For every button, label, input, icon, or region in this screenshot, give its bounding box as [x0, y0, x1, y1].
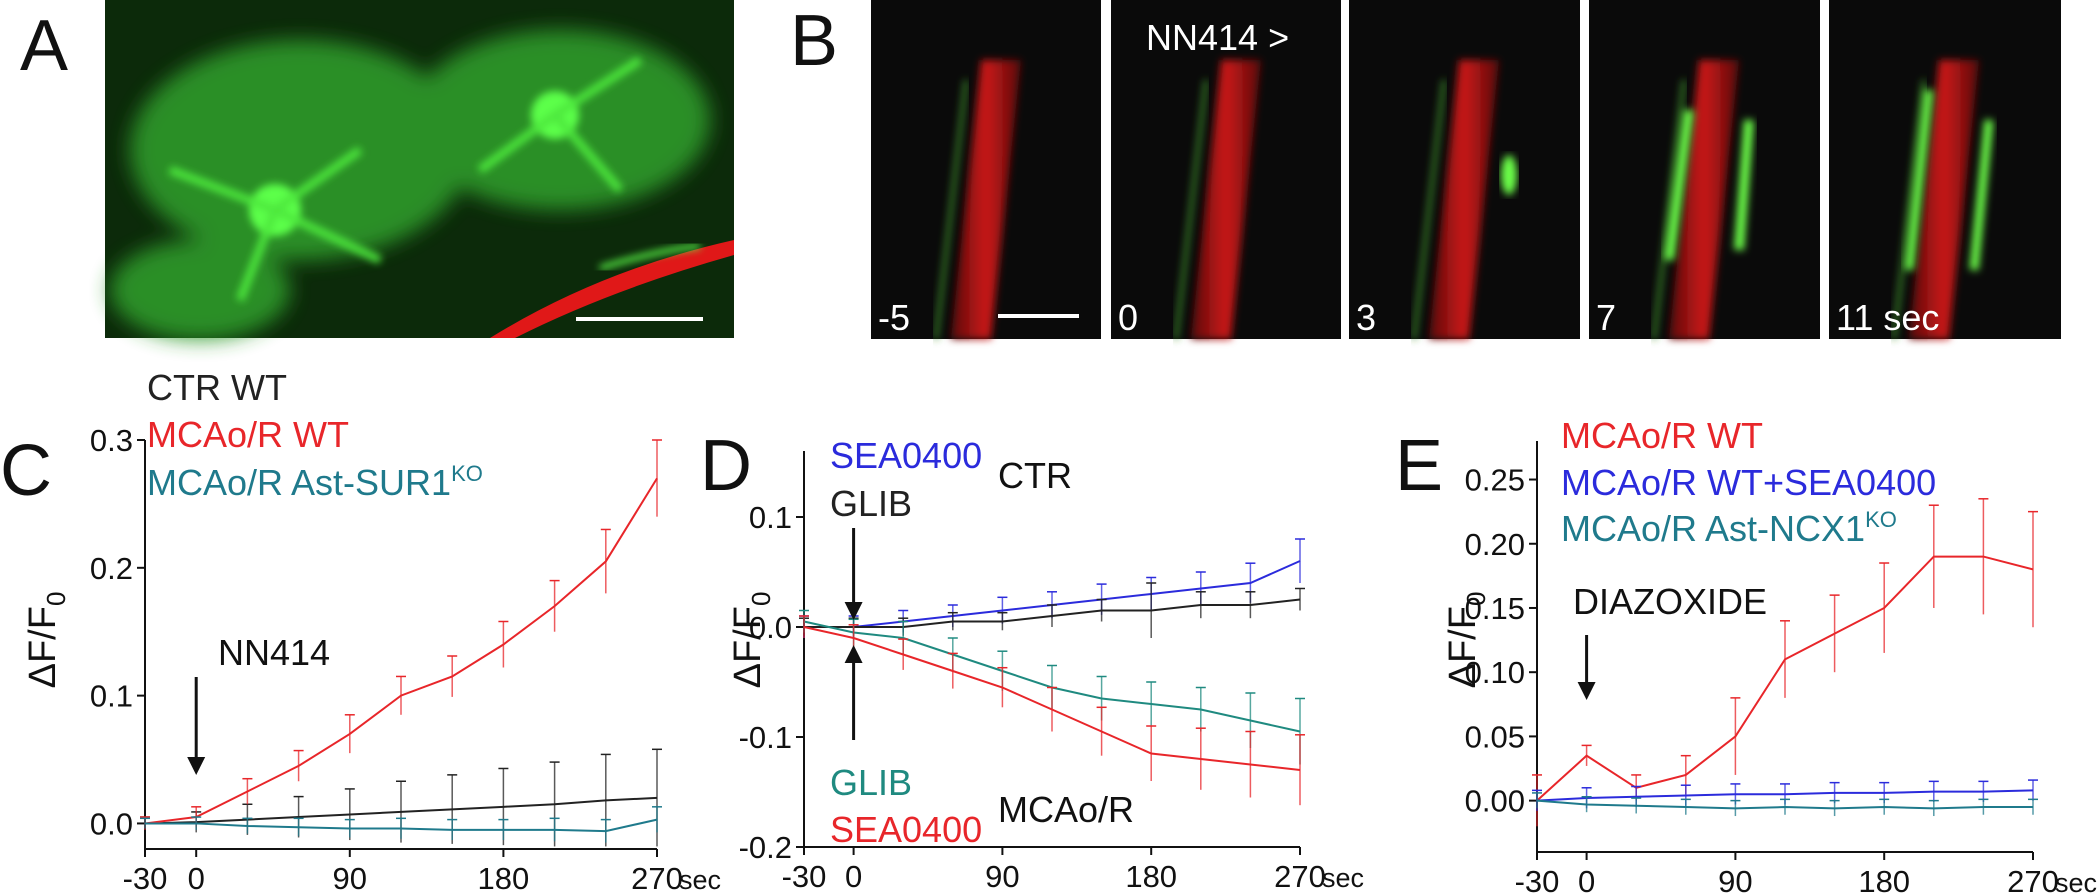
panel-label: E [1395, 426, 1443, 506]
legend-entry: MCAo/R WT+SEA0400 [1561, 462, 1936, 503]
y-tick-label: 0.15 [1465, 591, 1525, 626]
y-tick-label: 0.0 [749, 610, 792, 645]
series-line [1536, 555, 2034, 802]
series-line [803, 626, 1301, 771]
legend-sup: KO [1865, 507, 1897, 532]
x-tick-label: -30 [782, 859, 827, 893]
x-tick-label: 90 [333, 861, 367, 893]
legend-name: CTR WT [147, 367, 287, 408]
series-line [1536, 799, 2033, 810]
x-axis-label: sec [2055, 868, 2097, 893]
x-tick-label: 90 [1718, 864, 1752, 893]
legend-entry: MCAo/R WT [147, 414, 349, 455]
series [1532, 498, 2038, 827]
legend-name: SEA0400 [830, 809, 982, 850]
annotation: CTR [998, 455, 1072, 496]
x-tick-label: -30 [1515, 864, 1560, 893]
y-axis-label-sub: 0 [1461, 592, 1491, 606]
x-tick-label: 180 [1858, 864, 1910, 893]
image-b [871, 0, 2061, 340]
x-tick-label: 0 [188, 861, 205, 893]
y-axis-label: ΔF/F0 [1442, 592, 1491, 689]
y-axis-label-sub: 0 [746, 592, 776, 606]
y-tick-label: 0.10 [1465, 655, 1525, 690]
series [140, 806, 662, 843]
legend-name: GLIB [830, 762, 912, 803]
panel-label: C [0, 431, 52, 511]
annotation: MCAo/R [998, 789, 1134, 830]
y-tick-label: 0.1 [90, 679, 133, 714]
legend-name: MCAo/R Ast-SUR1 [147, 462, 451, 503]
panel-label: D [700, 426, 752, 506]
frame-label: -5 [878, 297, 910, 338]
x-tick-label: -30 [123, 861, 168, 893]
legend-name: MCAo/R Ast-NCX1 [1561, 508, 1865, 549]
legend-entry: CTR WT [147, 367, 287, 408]
arrow-head [1577, 682, 1596, 700]
y-axis-label-main: ΔF/F [22, 606, 64, 688]
series [1532, 792, 2038, 817]
legend-entry: GLIB [830, 762, 912, 803]
x-axis-label: sec [1322, 863, 1364, 893]
x-tick-label: 270 [1274, 859, 1326, 893]
frame-label: 0 [1118, 297, 1138, 338]
x-tick-label: 0 [1578, 864, 1595, 893]
frame-label: 7 [1596, 297, 1616, 338]
x-tick-label: 180 [478, 861, 530, 893]
x-tick-label: 180 [1125, 859, 1177, 893]
series-line [804, 598, 1301, 628]
y-axis-label: ΔF/F0 [727, 592, 776, 689]
legend-sup: KO [451, 461, 483, 486]
x-tick-label: 0 [845, 859, 862, 893]
y-tick-label: 0.1 [749, 500, 792, 535]
legend-entry: SEA0400 [830, 435, 982, 476]
y-axis-label-main: ΔF/F [727, 606, 769, 688]
y-axis-label-main: ΔF/F [1442, 606, 1484, 688]
legend-entry: GLIB [830, 483, 912, 524]
series [1532, 779, 2038, 811]
y-tick-label: -0.2 [739, 830, 792, 865]
panel-label: B [790, 1, 838, 81]
panel-label: A [20, 6, 68, 86]
y-tick-label: -0.1 [739, 720, 792, 755]
annotation: NN414 [218, 632, 330, 673]
legend-name: MCAo/R WT [147, 414, 349, 455]
legend-entry: MCAo/R WT [1561, 415, 1763, 456]
stimulus-label: NN414 > [1146, 17, 1289, 58]
y-tick-label: 0.0 [90, 806, 133, 841]
y-tick-label: 0.00 [1465, 784, 1525, 819]
x-axis-label: sec [679, 865, 721, 893]
legend-entry: MCAo/R Ast-NCX1KO [1561, 507, 1897, 549]
series [140, 439, 662, 830]
x-tick-label: 90 [985, 859, 1019, 893]
y-tick-label: 0.25 [1465, 463, 1525, 498]
y-tick-label: 0.2 [90, 551, 133, 586]
series-line [144, 796, 658, 825]
legend-entry: MCAo/R Ast-SUR1KO [147, 461, 483, 503]
y-tick-label: 0.3 [90, 423, 133, 458]
legend-name: SEA0400 [830, 435, 982, 476]
frame-label: 3 [1356, 297, 1376, 338]
x-tick-label: 270 [631, 861, 683, 893]
y-axis-label: ΔF/F0 [22, 592, 71, 689]
y-tick-label: 0.20 [1465, 527, 1525, 562]
frame-label: 11 sec [1836, 297, 1939, 338]
series-line [1536, 789, 2034, 802]
y-tick-label: 0.05 [1465, 719, 1525, 754]
image-a [105, 0, 734, 340]
y-axis-label-sub: 0 [41, 592, 71, 606]
arrow-head [187, 757, 206, 775]
annotation: DIAZOXIDE [1573, 581, 1767, 622]
arrow-head [844, 602, 863, 620]
arrow-head [844, 645, 863, 663]
series-line [145, 818, 658, 833]
legend-name: MCAo/R WT+SEA0400 [1561, 462, 1936, 503]
legend-name: GLIB [830, 483, 912, 524]
series-line [144, 477, 658, 825]
legend-name: MCAo/R WT [1561, 415, 1763, 456]
legend-entry: SEA0400 [830, 809, 982, 850]
x-tick-label: 270 [2007, 864, 2059, 893]
